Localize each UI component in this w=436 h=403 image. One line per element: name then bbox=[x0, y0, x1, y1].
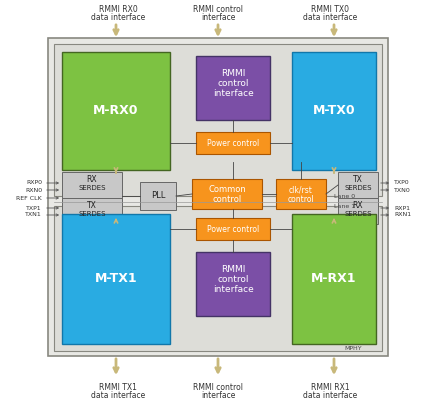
Text: RMMI control: RMMI control bbox=[193, 384, 243, 393]
Text: RX: RX bbox=[87, 175, 97, 185]
Text: RXP0: RXP0 bbox=[26, 181, 42, 185]
Bar bbox=[62, 198, 122, 224]
Text: MPHY: MPHY bbox=[344, 345, 361, 351]
Bar bbox=[196, 252, 270, 316]
Text: M-RX0: M-RX0 bbox=[93, 104, 139, 118]
Text: M-RX1: M-RX1 bbox=[311, 272, 357, 285]
Bar bbox=[62, 52, 170, 170]
Text: data interface: data interface bbox=[303, 13, 357, 23]
Bar bbox=[48, 38, 388, 356]
Text: RXN0: RXN0 bbox=[25, 187, 42, 193]
Text: TXN1: TXN1 bbox=[25, 212, 42, 218]
Text: RMMI TX1: RMMI TX1 bbox=[99, 384, 137, 393]
Bar bbox=[196, 218, 270, 240]
Text: RX: RX bbox=[353, 202, 363, 210]
Bar bbox=[292, 214, 376, 344]
Text: REF CLK: REF CLK bbox=[16, 195, 42, 201]
Text: control: control bbox=[217, 274, 249, 283]
Text: TX: TX bbox=[87, 202, 97, 210]
Text: RXP1: RXP1 bbox=[394, 206, 410, 210]
Bar bbox=[196, 132, 270, 154]
Text: RMMI RX1: RMMI RX1 bbox=[311, 384, 349, 393]
Text: PLL: PLL bbox=[151, 191, 165, 201]
Text: Lane 1: Lane 1 bbox=[334, 204, 355, 208]
Text: data interface: data interface bbox=[91, 13, 145, 23]
Text: control: control bbox=[217, 79, 249, 87]
Bar bbox=[54, 44, 382, 196]
Text: RMMI TX0: RMMI TX0 bbox=[311, 6, 349, 15]
Text: RMMI: RMMI bbox=[221, 264, 245, 274]
Text: control: control bbox=[212, 195, 242, 204]
Text: Power control: Power control bbox=[207, 224, 259, 233]
Text: M-TX1: M-TX1 bbox=[95, 272, 137, 285]
Text: data interface: data interface bbox=[303, 391, 357, 401]
Text: RMMI: RMMI bbox=[221, 69, 245, 77]
Text: RMMI control: RMMI control bbox=[193, 6, 243, 15]
Text: interface: interface bbox=[213, 285, 253, 293]
Bar bbox=[140, 182, 176, 210]
Text: SERDES: SERDES bbox=[78, 211, 106, 217]
Text: Power control: Power control bbox=[207, 139, 259, 147]
Text: interface: interface bbox=[201, 391, 235, 401]
Text: control: control bbox=[288, 195, 314, 204]
Text: interface: interface bbox=[201, 13, 235, 23]
Bar bbox=[276, 179, 326, 209]
Text: TXP0: TXP0 bbox=[394, 181, 410, 185]
Text: RMMI RX0: RMMI RX0 bbox=[99, 6, 137, 15]
Text: SERDES: SERDES bbox=[344, 211, 372, 217]
Text: clk/rst: clk/rst bbox=[289, 185, 313, 195]
Text: SERDES: SERDES bbox=[344, 185, 372, 191]
Text: Common: Common bbox=[208, 185, 246, 195]
Bar bbox=[192, 179, 262, 209]
Text: data interface: data interface bbox=[91, 391, 145, 401]
Text: RXN1: RXN1 bbox=[394, 212, 411, 218]
Text: SERDES: SERDES bbox=[78, 185, 106, 191]
Text: TXP1: TXP1 bbox=[26, 206, 42, 210]
Text: TX: TX bbox=[353, 175, 363, 185]
Bar bbox=[62, 214, 170, 344]
Text: M-TX0: M-TX0 bbox=[313, 104, 355, 118]
Bar bbox=[338, 198, 378, 224]
Bar bbox=[62, 172, 122, 198]
Text: Lane 0: Lane 0 bbox=[334, 193, 355, 199]
Bar bbox=[54, 206, 382, 351]
Bar bbox=[196, 56, 270, 120]
Text: TXN0: TXN0 bbox=[394, 187, 411, 193]
Text: interface: interface bbox=[213, 89, 253, 98]
Bar bbox=[338, 172, 378, 198]
Bar bbox=[292, 52, 376, 170]
